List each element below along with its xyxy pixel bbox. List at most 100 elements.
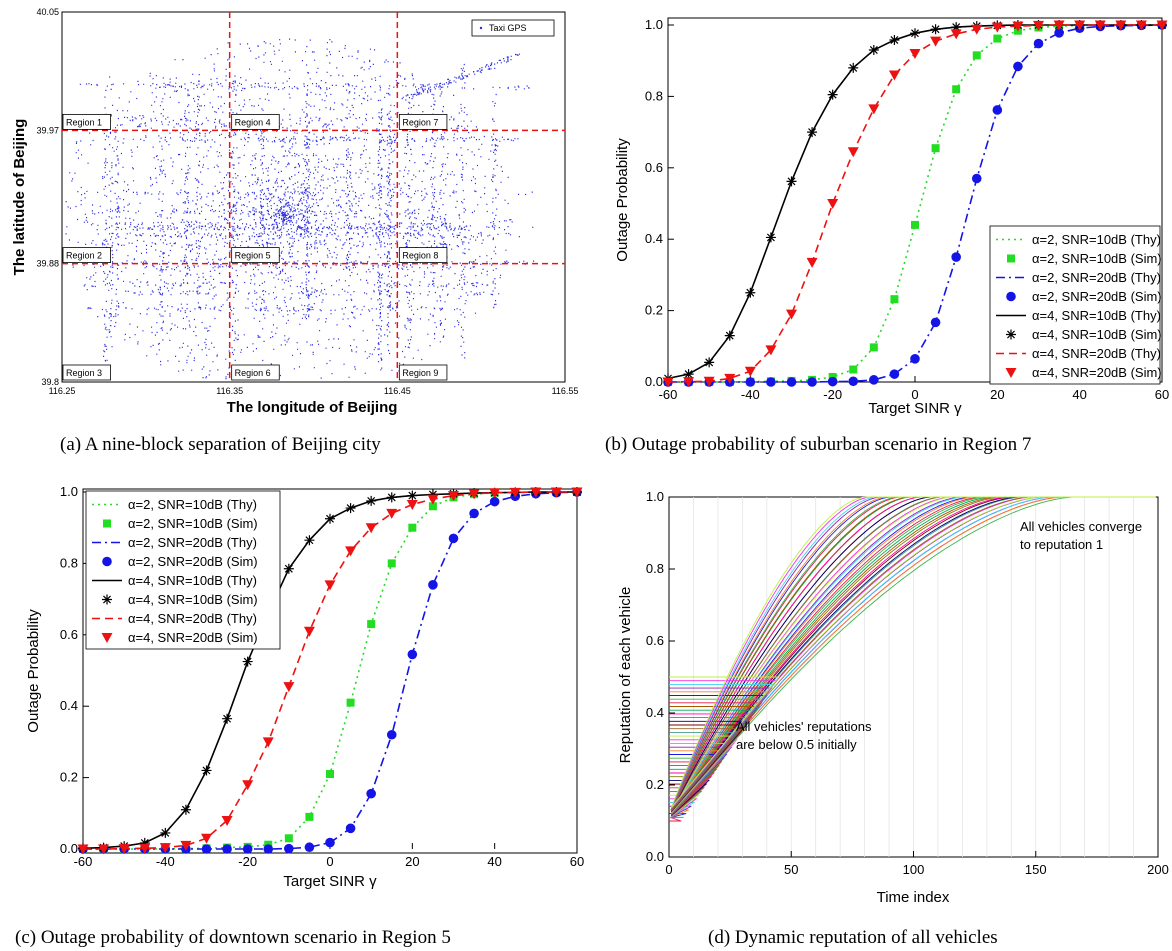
series-5-point-2 [704, 357, 715, 368]
series-7-point-0 [662, 377, 674, 388]
series-7 [77, 487, 583, 855]
chart-b-legend: α=2, SNR=10dB (Thy) α=2, SNR=10dB (Sim) α=… [989, 225, 1162, 385]
x-tick-label-2: -20 [238, 854, 257, 869]
series-7-point-17 [1012, 21, 1024, 32]
series-7-point-19 [468, 489, 480, 500]
series-7-point-2 [703, 376, 715, 387]
y-tick-label-5: 1.0 [60, 484, 78, 499]
series-3-point-11 [889, 369, 900, 379]
panel-a-map: Region 1 Region 2 Region 3 Region 4 Region 5… [11, 7, 578, 416]
chart-b-y-axis-label: Outage Probability [614, 138, 631, 262]
caption-a: (a) A nine-block separation of Beijing c… [60, 434, 381, 455]
chart-b-ticks: -60 -40 -20 0 20 40 60 0.0 0.2 0.4 0.6 0.8 1.0 [645, 17, 1169, 402]
d-y-tick-label-1: 0.2 [646, 777, 664, 792]
legend-label-0: α=2, SNR=10dB (Thy) [128, 497, 257, 512]
series-7-point-14 [950, 29, 962, 40]
x-tick-label-6: 60 [1155, 387, 1169, 402]
series-5-point-12 [910, 28, 920, 39]
region-label-4: Region 4 [235, 117, 271, 127]
series-7-point-11 [303, 626, 315, 637]
region-label-7: Region 7 [402, 117, 438, 127]
chart-d-ticks: 0 50 100 150 200 0.0 0.2 0.4 0.6 0.8 1.0 [646, 489, 1169, 877]
map-x-axis-label: The longitude of Beijing [227, 399, 398, 416]
series-1-point-16 [408, 523, 417, 532]
series-7-point-2 [118, 844, 130, 855]
series-1-point-10 [869, 343, 878, 352]
series-7-point-20 [1074, 20, 1086, 31]
series-1-point-17 [428, 502, 437, 511]
x-tick-label-2: -20 [823, 387, 842, 402]
chart-c-y-axis-label: Outage Probability [25, 609, 42, 733]
map-y-tick-1: 39.88 [36, 259, 59, 269]
series-7-point-16 [406, 499, 418, 510]
region-label-2: Region 2 [66, 251, 102, 261]
chart-d-annotation-converge-2: to reputation 1 [1020, 537, 1103, 552]
series-7-point-5 [180, 840, 192, 851]
series-3-point-8 [242, 844, 253, 854]
d-x-tick-label-4: 200 [1147, 862, 1169, 877]
series-7-point-8 [827, 199, 839, 209]
legend-label-7: α=4, SNR=20dB (Sim) [128, 630, 258, 645]
y-tick-label-5: 1.0 [645, 17, 663, 32]
series-3-point-9 [848, 376, 859, 387]
series-3-point-6 [786, 377, 797, 387]
series-1-point-14 [952, 85, 961, 94]
series-3-point-19 [1054, 28, 1064, 38]
series-7-point-3 [724, 373, 736, 384]
map-y-tick-2: 39.97 [36, 125, 59, 135]
caption-c: (c) Outage probability of downtown scena… [15, 927, 451, 948]
map-x-tick-1: 116.35 [216, 386, 243, 396]
series-7-point-18 [448, 491, 459, 502]
series-3-point-19 [469, 508, 479, 519]
series-5-point-6 [201, 765, 212, 776]
series-7-point-21 [509, 487, 521, 498]
series-1-point-11 [890, 295, 899, 304]
series-7-point-0 [77, 844, 89, 855]
legend-label-5: α=4, SNR=10dB (Sim) [1032, 327, 1162, 342]
region-box-5 [231, 247, 280, 264]
chart-d-annotation-converge-1: All vehicles converge [1020, 519, 1142, 534]
series-3-point-20 [489, 496, 500, 507]
region-label-9: Region 9 [402, 368, 438, 378]
x-tick-label-1: -40 [156, 854, 175, 869]
series-1-point-12 [911, 220, 919, 229]
panel-d-chart: 0 50 100 150 200 0.0 0.2 0.4 0.6 0.8 1.0 All vehic… [617, 489, 1169, 906]
x-tick-label-4: 20 [990, 387, 1004, 402]
legend-label-6: α=4, SNR=20dB (Thy) [128, 611, 257, 626]
y-tick-label-1: 0.2 [645, 303, 663, 318]
series-5-point-10 [283, 563, 294, 574]
series-5-point-3 [724, 330, 735, 341]
series-7-point-24 [1156, 20, 1168, 31]
series-7-point-6 [201, 833, 212, 844]
series-7-point-3 [139, 843, 151, 854]
series-7-point-18 [1033, 20, 1044, 31]
series-7-point-7 [221, 815, 233, 826]
series-7-point-12 [909, 49, 921, 60]
series-7-point-23 [1135, 20, 1147, 31]
series-5-point-14 [951, 22, 962, 33]
series-7-point-11 [888, 70, 900, 81]
series-7-point-15 [971, 24, 983, 35]
series-1-point-14 [367, 620, 376, 629]
x-tick-label-3: 0 [326, 854, 333, 869]
series-3-point-11 [304, 842, 315, 853]
y-tick-label-0: 0.0 [645, 374, 663, 389]
series-3-point-15 [386, 729, 397, 740]
d-y-tick-label-2: 0.4 [646, 705, 664, 720]
series-7-point-20 [489, 488, 501, 499]
caption-b: (b) Outage probability of suburban scena… [605, 434, 1031, 455]
series-7-point-14 [365, 523, 377, 534]
series-7 [662, 20, 1168, 388]
series-3-point-7 [807, 377, 817, 387]
legend-swatch-1 [1007, 254, 1015, 263]
series-5-point-7 [222, 713, 233, 724]
d-y-tick-label-4: 0.8 [646, 561, 664, 576]
legend-label-2: α=2, SNR=20dB (Thy) [1032, 270, 1161, 285]
y-tick-label-3: 0.6 [60, 627, 78, 642]
chart-c-x-axis-label: Target SINR γ [283, 873, 377, 890]
y-tick-label-4: 0.8 [645, 88, 663, 103]
series-7-point-1 [683, 377, 695, 388]
chart-d-y-axis-label: Reputation of each vehicle [617, 587, 634, 764]
series-7-point-10 [868, 104, 880, 115]
reputation-line-40 [669, 496, 1156, 808]
